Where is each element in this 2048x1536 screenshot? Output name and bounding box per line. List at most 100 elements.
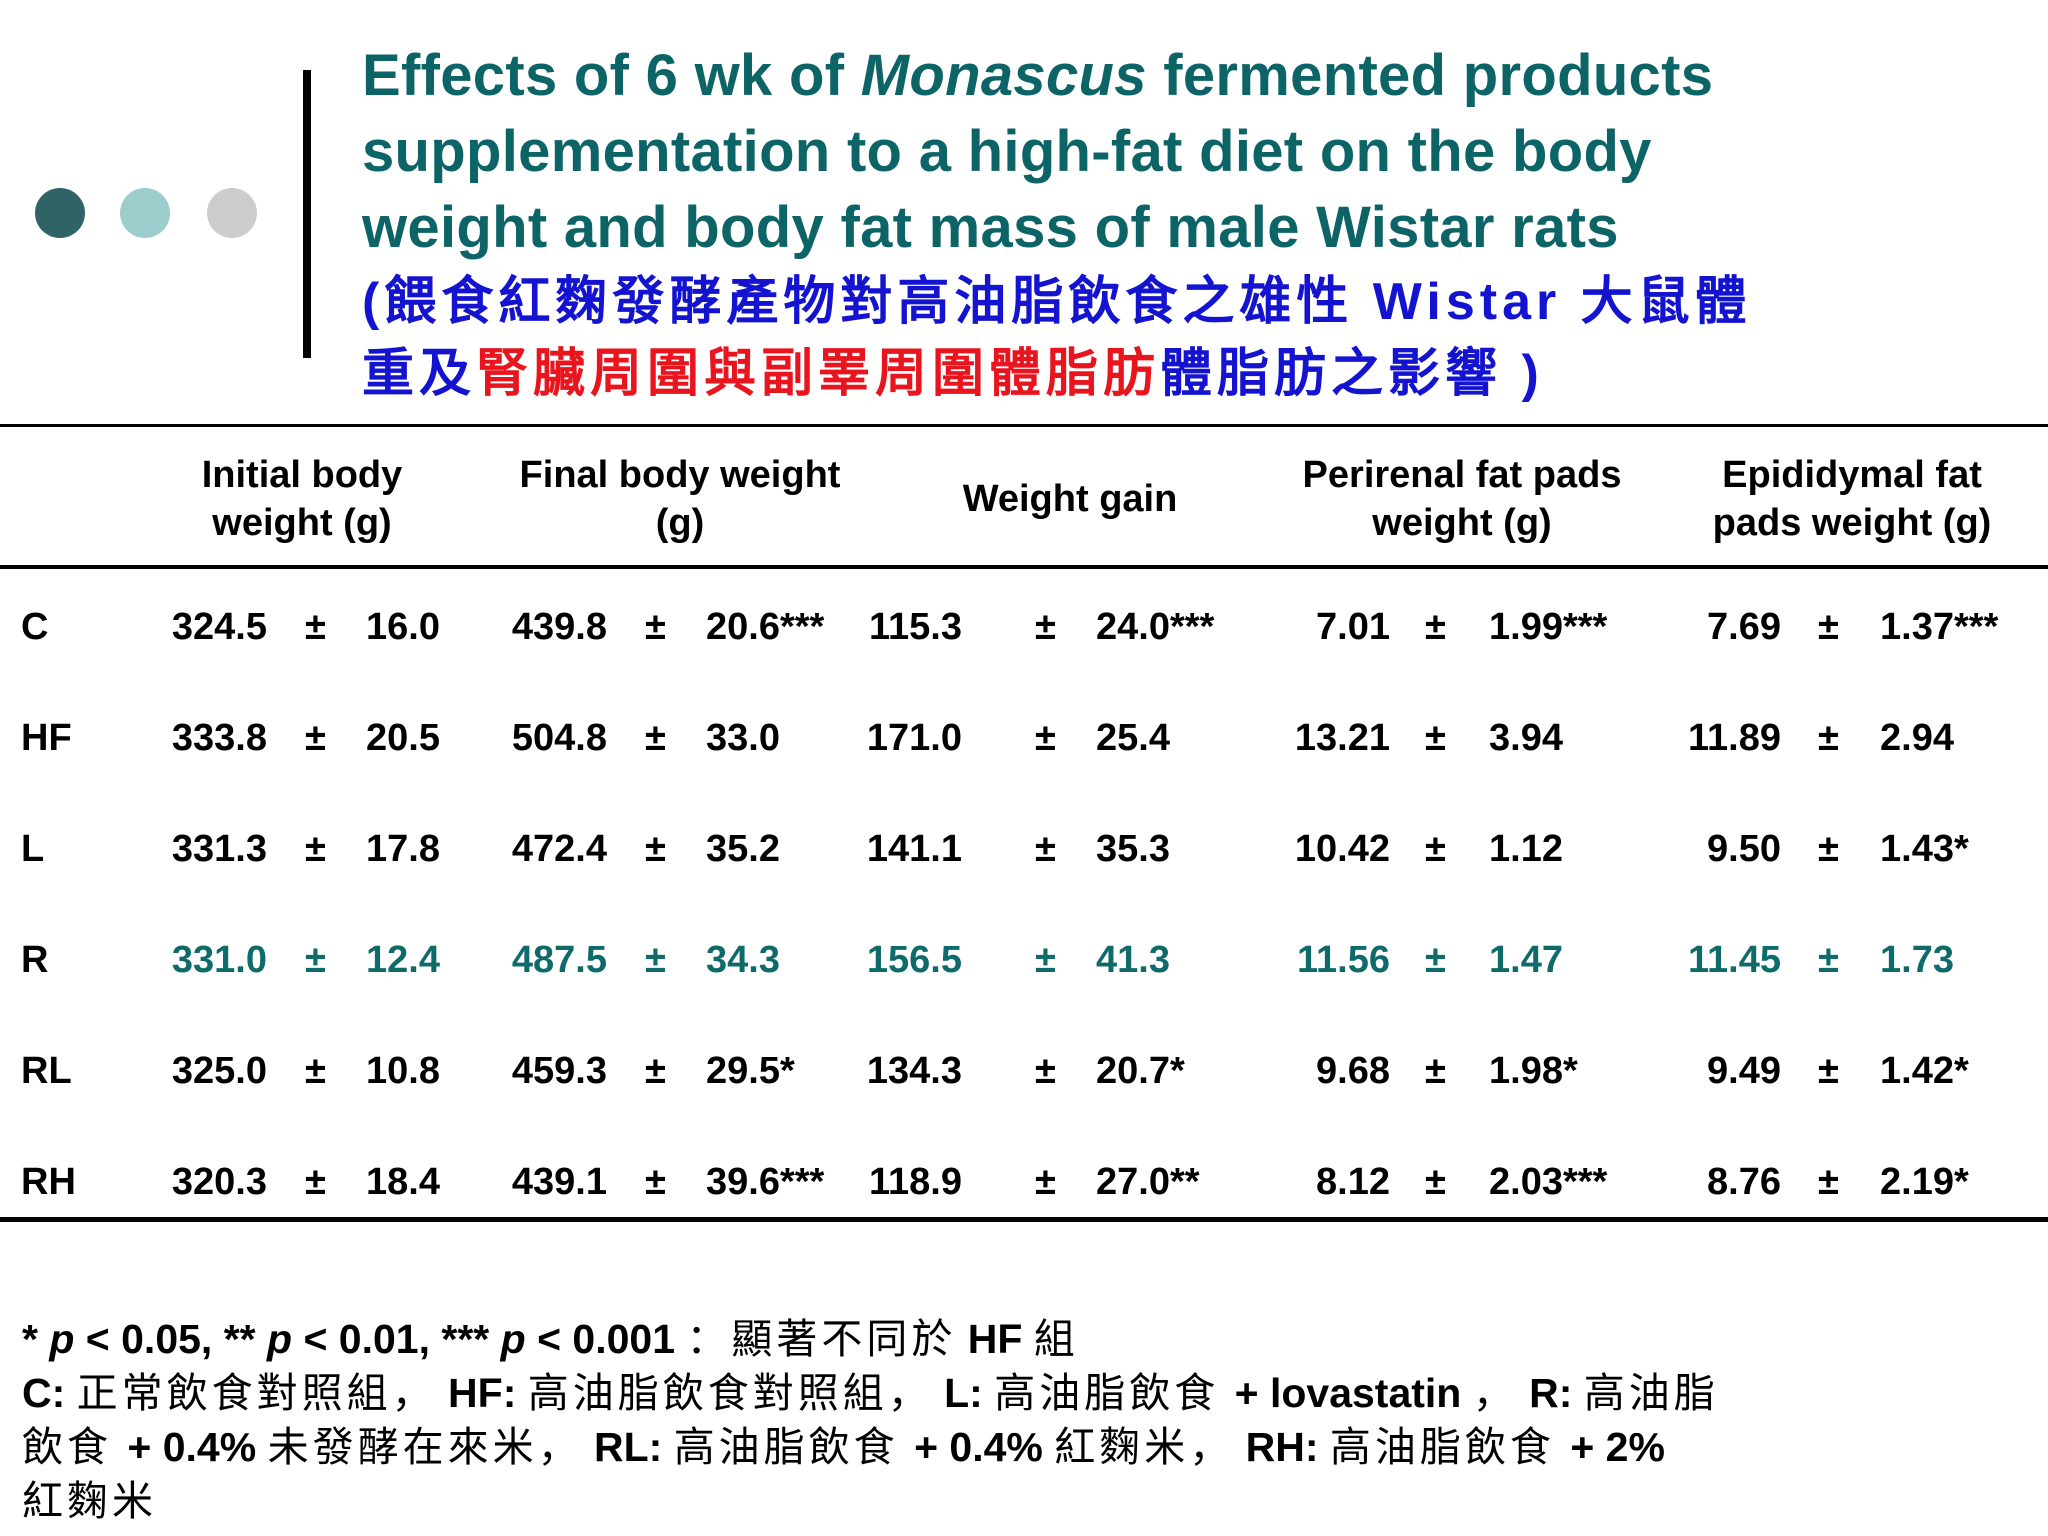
column-header-line: weight (g): [212, 502, 392, 544]
group-code: RH:: [1234, 1424, 1330, 1470]
cell-mean: 487.5: [511, 939, 607, 981]
title-chinese-highlight: 腎臟周圍與副睪周圍體脂肪: [476, 345, 1161, 403]
cell-sd: 1.98*: [1489, 1050, 1578, 1092]
title-chinese-segment: 體脂肪之影響 ): [1160, 345, 1544, 403]
cell-sd: 25.4: [1096, 717, 1170, 759]
cell-sd: 1.73: [1880, 939, 1954, 981]
cell-mean: 439.8: [511, 606, 607, 648]
cell-mean: 8.76: [1707, 1161, 1781, 1203]
column-header-line: (g): [655, 502, 705, 544]
cell-sd: 10.8: [366, 1050, 440, 1092]
column-header: Weight gain: [870, 475, 1270, 523]
cell-mean: 9.50: [1707, 828, 1781, 870]
cell-sd: 1.43*: [1880, 828, 1969, 870]
table-header-rule: [0, 565, 2048, 569]
group-desc: 高油脂飲食: [1329, 1424, 1571, 1470]
plus-minus-sign: ±: [645, 1161, 666, 1203]
group-code: C:: [22, 1370, 77, 1416]
plus-minus-sign: ±: [1818, 606, 1839, 648]
plus-minus-sign: ±: [1425, 828, 1446, 870]
footnote-text: *: [22, 1316, 50, 1362]
cell-mean: 9.49: [1707, 1050, 1781, 1092]
plus-minus-sign: ±: [305, 828, 326, 870]
group-code: L:: [932, 1370, 995, 1416]
plus-minus-sign: ±: [1818, 717, 1839, 759]
footnote-zh: ：顯著不同於: [686, 1316, 957, 1362]
group-desc: + 2%: [1570, 1424, 1665, 1470]
cell-sd: 17.8: [366, 828, 440, 870]
cell-mean: 325.0: [171, 1050, 267, 1092]
cell-mean: 331.3: [171, 828, 267, 870]
title-text: fermented products: [1146, 43, 1714, 108]
cell-sd: 29.5*: [706, 1050, 795, 1092]
cell-mean: 331.0: [171, 939, 267, 981]
plus-minus-sign: ±: [1035, 606, 1056, 648]
cell-sd: 18.4: [366, 1161, 440, 1203]
cell-sd: 1.99***: [1489, 606, 1608, 648]
cell-mean: 11.45: [1688, 939, 1781, 981]
plus-minus-sign: ±: [645, 717, 666, 759]
group-desc: + 0.4%: [914, 1424, 1055, 1470]
footnote-groups-2: 飲食 + 0.4% 未發酵在來米， RL: 高油脂飲食 + 0.4% 紅麴米， …: [22, 1420, 2022, 1474]
cell-sd: 20.7*: [1096, 1050, 1185, 1092]
title-genus-italic: Monascus: [860, 43, 1147, 108]
plus-minus-sign: ±: [305, 1161, 326, 1203]
cell-mean: 504.8: [511, 717, 607, 759]
column-header-line: pads weight (g): [1712, 502, 1992, 544]
row-label: R: [21, 939, 49, 981]
footnote-text: < 0.001: [525, 1316, 687, 1362]
cell-mean: 13.21: [1294, 717, 1390, 759]
group-desc: 高油脂飲食: [994, 1370, 1235, 1416]
group-desc: 未發酵在來米，: [267, 1424, 583, 1470]
table-bottom-rule: [0, 1217, 2048, 1222]
footnote-p: p: [267, 1316, 293, 1362]
cell-mean: 141.1: [866, 828, 962, 870]
column-header-line: Weight gain: [962, 478, 1178, 520]
cell-sd: 20.6***: [706, 606, 825, 648]
row-label: RH: [21, 1161, 76, 1203]
plus-minus-sign: ±: [1035, 939, 1056, 981]
cell-sd: 2.03***: [1489, 1161, 1608, 1203]
cell-sd: 16.0: [366, 606, 440, 648]
cell-sd: 1.42*: [1880, 1050, 1969, 1092]
cell-sd: 27.0**: [1096, 1161, 1200, 1203]
cell-sd: 39.6***: [706, 1161, 825, 1203]
column-header-line: Epididymal fat: [1722, 454, 1982, 496]
slide-title: Effects of 6 wk of Monascus fermented pr…: [362, 38, 2002, 410]
column-header: Initial body weight (g): [102, 451, 502, 547]
plus-minus-sign: ±: [305, 717, 326, 759]
plus-minus-sign: ±: [1035, 1050, 1056, 1092]
cell-sd: 2.19*: [1880, 1161, 1969, 1203]
plus-minus-sign: ±: [1035, 828, 1056, 870]
plus-minus-sign: ±: [645, 828, 666, 870]
cell-sd: 33.0: [706, 717, 780, 759]
group-code: HF:: [436, 1370, 528, 1416]
group-code: R:: [1517, 1370, 1584, 1416]
title-chinese-line-2: 重及腎臟周圍與副睪周圍體脂肪體脂肪之影響 ): [362, 338, 2002, 410]
cell-sd: 2.94: [1880, 717, 1954, 759]
footnote-groups-3: 紅麴米: [22, 1474, 2022, 1528]
title-text: Effects of 6 wk of: [362, 43, 861, 108]
cell-sd: 35.3: [1096, 828, 1170, 870]
group-desc: 紅麴米: [22, 1478, 157, 1524]
footnote-p: p: [49, 1316, 75, 1362]
cell-sd: 12.4: [366, 939, 440, 981]
cell-mean: 7.69: [1707, 606, 1781, 648]
column-header-line: Initial body: [201, 454, 403, 496]
row-label: RL: [21, 1050, 72, 1092]
cell-sd: 1.47: [1489, 939, 1563, 981]
plus-minus-sign: ±: [645, 939, 666, 981]
group-desc: 高油脂飲食對照組，: [527, 1370, 933, 1416]
table-top-rule: [0, 424, 2048, 427]
cell-mean: 324.5: [171, 606, 267, 648]
group-desc: 高油脂: [1583, 1370, 1719, 1416]
row-label: L: [21, 828, 45, 870]
title-line-2: supplementation to a high-fat diet on th…: [362, 119, 1652, 184]
cell-mean: 115.3: [869, 606, 962, 648]
row-label: HF: [21, 717, 72, 759]
plus-minus-sign: ±: [1035, 717, 1056, 759]
plus-minus-sign: ±: [305, 606, 326, 648]
plus-minus-sign: ±: [305, 939, 326, 981]
plus-minus-sign: ±: [1035, 1161, 1056, 1203]
plus-minus-sign: ±: [1818, 828, 1839, 870]
